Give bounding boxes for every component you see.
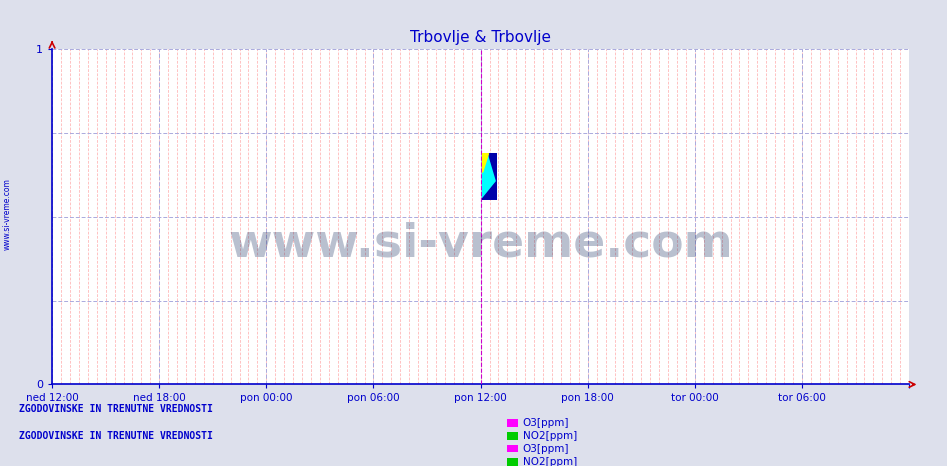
Text: www.si-vreme.com: www.si-vreme.com [228,221,733,266]
Text: O3[ppm]: O3[ppm] [523,418,569,428]
Text: ZGODOVINSKE IN TRENUTNE VREDNOSTI: ZGODOVINSKE IN TRENUTNE VREDNOSTI [19,404,213,414]
Polygon shape [482,153,489,172]
Text: NO2[ppm]: NO2[ppm] [523,457,577,466]
Polygon shape [489,153,497,181]
Text: NO2[ppm]: NO2[ppm] [523,431,577,441]
Text: O3[ppm]: O3[ppm] [523,444,569,454]
Polygon shape [482,181,497,200]
Text: ZGODOVINSKE IN TRENUTNE VREDNOSTI: ZGODOVINSKE IN TRENUTNE VREDNOSTI [19,431,213,441]
Text: www.si-vreme.com: www.si-vreme.com [3,178,12,250]
Title: Trbovlje & Trbovlje: Trbovlje & Trbovlje [410,30,551,45]
Polygon shape [482,153,497,200]
